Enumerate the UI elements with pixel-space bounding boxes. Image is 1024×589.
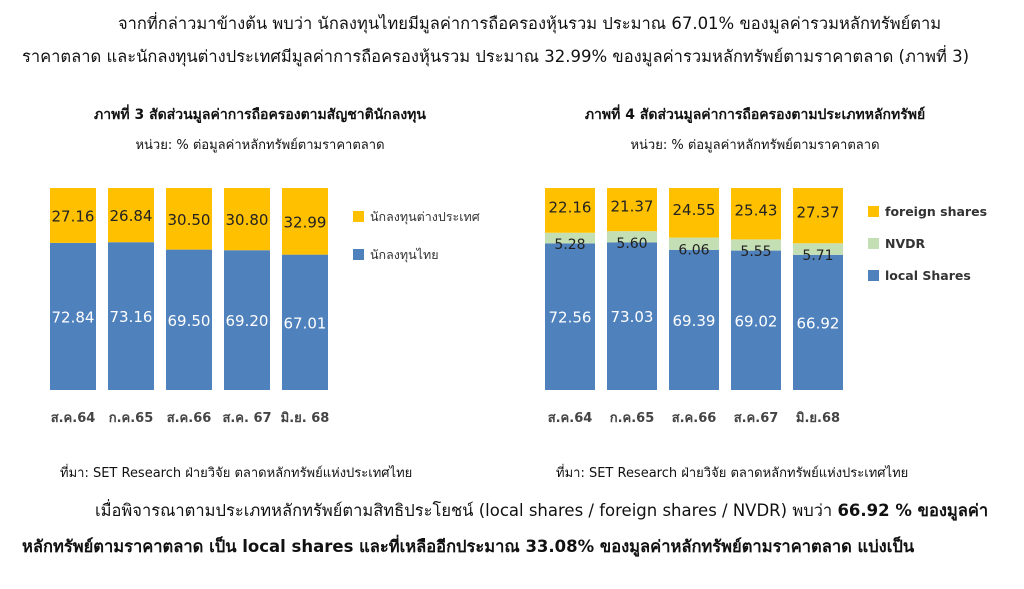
chart2-data-label-foreign-4: 27.37 <box>797 204 840 222</box>
chart2-legend-swatch-nvdr <box>868 238 879 249</box>
chart2-title: ภาพที่ 4 สัดส่วนมูลค่าการถือครองตามประเภ… <box>584 107 926 123</box>
chart1-bar-foreign-4 <box>282 188 328 255</box>
chart2-data-label-local-1: 73.03 <box>611 308 654 326</box>
chart2-data-label-nvdr-0: 5.28 <box>554 237 585 253</box>
chart2-bar-foreign-1 <box>607 188 657 232</box>
chart1-bar-local-4 <box>282 254 328 390</box>
chart2-data-label-local-3: 69.02 <box>735 312 778 330</box>
chart2-bar-local-2 <box>669 249 719 390</box>
chart2-bar-local-0 <box>545 243 595 390</box>
chart2-bar-local-4 <box>793 254 843 390</box>
chart2-bar-foreign-0 <box>545 188 595 233</box>
chart1-bar-local-2 <box>166 249 212 390</box>
chart1-bar-foreign-1 <box>108 188 154 243</box>
chart2-data-label-nvdr-1: 5.60 <box>616 236 647 252</box>
chart1-category-label-2: ส.ค.66 <box>167 411 212 426</box>
chart1-legend-swatch-foreign <box>353 211 364 222</box>
chart2-bar-nvdr-4 <box>793 243 843 255</box>
chart1-category-label-4: มิ.ย. 68 <box>281 411 330 426</box>
chart1-data-label-foreign-2: 30.50 <box>168 211 211 229</box>
chart1-investor-nationality: 72.84 27.16 ส.ค.64 73.16 26.84 ก.ค.65 69.50 30.… <box>50 188 480 426</box>
chart1-data-label-foreign-3: 30.80 <box>226 211 269 229</box>
chart2-security-type: 72.56 5.28 22.16 ส.ค.64 73.03 5.60 21.37 ก.ค.65… <box>545 188 987 426</box>
chart1-category-label-3: ส.ค. 67 <box>222 411 271 426</box>
chart2-data-label-foreign-3: 25.43 <box>735 202 778 220</box>
chart2-data-label-local-0: 72.56 <box>549 309 592 327</box>
intro-line-2: ราคาตลาด และนักลงทุนต่างประเทศมีมูลค่ากา… <box>22 47 970 66</box>
chart2-category-label-0: ส.ค.64 <box>548 411 593 426</box>
chart2-subtitle: หน่วย: % ต่อมูลค่าหลักทรัพย์ตามราคาตลาด <box>630 138 880 153</box>
chart2-bar-foreign-2 <box>669 188 719 238</box>
chart1-legend-swatch-local <box>353 249 364 260</box>
intro-line-1: จากที่กล่าวมาข้างต้น พบว่า นักลงทุนไทยมี… <box>118 14 942 33</box>
chart2-bar-nvdr-1 <box>607 231 657 243</box>
chart1-title: ภาพที่ 3 สัดส่วนมูลค่าการถือครองตามสัญชา… <box>94 107 426 123</box>
chart2-source: ที่มา: SET Research ฝ่ายวิจัย ตลาดหลักทร… <box>556 466 909 481</box>
chart2-category-label-2: ส.ค.66 <box>672 411 717 426</box>
chart1-bar-local-3 <box>224 250 270 390</box>
chart2-data-label-local-4: 66.92 <box>797 314 840 332</box>
chart2-bar-local-3 <box>731 250 781 390</box>
chart1-legend-label-foreign: นักลงทุนต่างประเทศ <box>370 209 480 225</box>
chart2-data-label-nvdr-2: 6.06 <box>678 243 709 259</box>
chart1-source: ที่มา: SET Research ฝ่ายวิจัย ตลาดหลักทร… <box>60 466 413 481</box>
chart2-bar-local-1 <box>607 242 657 390</box>
chart2-category-label-1: ก.ค.65 <box>610 411 655 426</box>
chart1-bar-foreign-3 <box>224 188 270 251</box>
chart2-category-label-4: มิ.ย.68 <box>796 411 840 426</box>
chart2-data-label-nvdr-4: 5.71 <box>802 248 833 264</box>
chart1-legend-label-local: นักลงทุนไทย <box>370 247 439 263</box>
chart2-bar-foreign-3 <box>731 188 781 240</box>
chart2-data-label-foreign-1: 21.37 <box>611 198 654 216</box>
chart2-legend-label-foreign: foreign shares <box>885 204 987 219</box>
chart1-data-label-local-4: 67.01 <box>284 314 327 332</box>
summary-line-1-bold: 66.92 % ของมูลค่า <box>837 501 989 520</box>
chart1-data-label-local-1: 73.16 <box>110 308 153 326</box>
summary-line-1: เมื่อพิจารณาตามประเภทหลักทรัพย์ตามสิทธิป… <box>95 495 1024 527</box>
chart2-category-label-3: ส.ค.67 <box>734 411 779 426</box>
chart2-data-label-local-2: 69.39 <box>673 312 716 330</box>
chart1-data-label-local-3: 69.20 <box>226 312 269 330</box>
chart1-category-label-0: ส.ค.64 <box>51 411 96 426</box>
chart1-data-label-local-2: 69.50 <box>168 312 211 330</box>
chart1-data-label-foreign-1: 26.84 <box>110 207 153 225</box>
chart1-bar-foreign-2 <box>166 188 212 250</box>
chart1-data-label-foreign-4: 32.99 <box>284 213 327 231</box>
chart2-legend-swatch-foreign <box>868 206 879 217</box>
chart2-data-label-foreign-0: 22.16 <box>549 198 592 216</box>
chart1-bar-local-1 <box>108 242 154 390</box>
chart2-bar-foreign-4 <box>793 188 843 244</box>
chart1-data-label-foreign-0: 27.16 <box>52 207 95 225</box>
chart1-bar-foreign-0 <box>50 188 96 243</box>
summary-line-2: หลักทรัพย์ตามราคาตลาด เป็น local shares … <box>22 537 915 556</box>
chart2-bar-nvdr-0 <box>545 232 595 244</box>
chart2-legend-label-nvdr: NVDR <box>885 236 926 251</box>
chart2-bar-nvdr-2 <box>669 237 719 250</box>
summary-line-1-text: เมื่อพิจารณาตามประเภทหลักทรัพย์ตามสิทธิป… <box>95 501 838 520</box>
chart1-category-label-1: ก.ค.65 <box>109 411 154 426</box>
chart2-bar-nvdr-3 <box>731 239 781 251</box>
chart2-legend-label-local: local Shares <box>885 268 971 283</box>
chart2-legend-swatch-local <box>868 270 879 281</box>
chart2-data-label-foreign-2: 24.55 <box>673 201 716 219</box>
chart1-subtitle: หน่วย: % ต่อมูลค่าหลักทรัพย์ตามราคาตลาด <box>135 138 385 153</box>
chart2-data-label-nvdr-3: 5.55 <box>740 244 771 260</box>
chart1-bar-local-0 <box>50 242 96 390</box>
chart1-data-label-local-0: 72.84 <box>52 308 95 326</box>
